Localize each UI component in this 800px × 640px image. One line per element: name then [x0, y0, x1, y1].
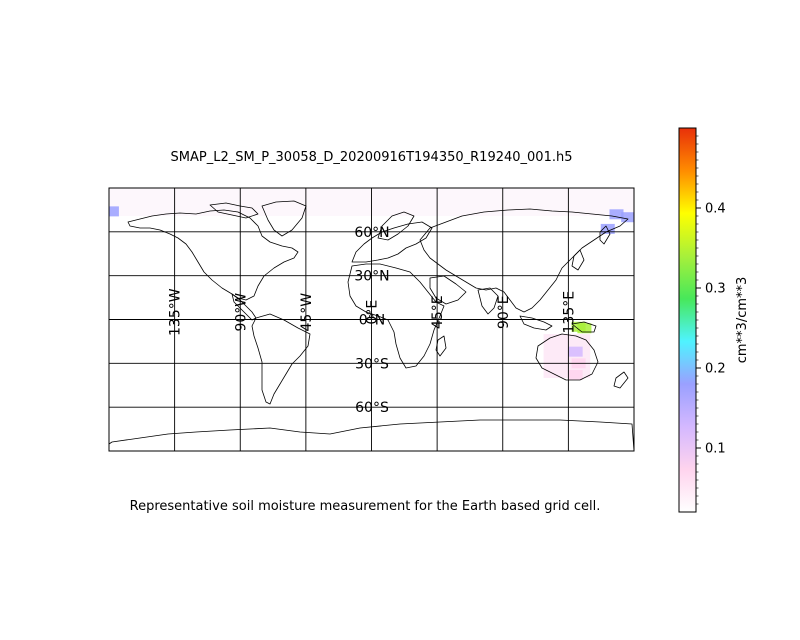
coast-new-guinea	[571, 321, 597, 333]
swath-cell	[577, 323, 592, 334]
coast-japan	[571, 249, 585, 271]
coast-scandinavia	[377, 211, 415, 241]
meridian-label: 0°E	[365, 300, 381, 325]
grid-labels: 135°W 90°W 45°W 0°E 45°E 90°E 135°E 60°N 30°N 0°N…	[168, 225, 578, 416]
colorbar-label: cm**3/cm**3	[735, 277, 750, 364]
colorbar-tick-label: 0.3	[705, 282, 726, 297]
swath-cell	[109, 206, 119, 217]
coast-new-zealand	[613, 371, 629, 389]
coast-greenland	[261, 200, 307, 237]
map-border	[108, 187, 635, 452]
parallel-label: 30°N	[354, 269, 389, 285]
meridian-label: 135°W	[168, 288, 184, 336]
meridian-label: 90°E	[496, 295, 512, 329]
colorbar-fill	[678, 127, 697, 513]
meridian-label: 45°E	[430, 295, 446, 329]
meridian-label: 90°W	[233, 293, 249, 332]
graticule	[109, 188, 634, 451]
coast-north-america	[127, 209, 299, 301]
colorbar: 0.1 0.2 0.3 0.4 cm**3/cm**3	[678, 127, 750, 513]
colorbar-tick-label: 0.1	[705, 442, 726, 457]
colorbar-tick-label: 0.4	[705, 202, 726, 217]
coast-australia	[535, 333, 599, 381]
coast-asia	[419, 208, 629, 313]
parallel-label: 0°N	[359, 313, 385, 329]
swath-cell	[568, 346, 583, 357]
coast-south-america	[251, 313, 311, 405]
coast-arctic-islands	[209, 202, 259, 219]
meridian-label: 135°E	[561, 291, 577, 334]
colorbar-ticks: 0.1 0.2 0.3 0.4	[696, 135, 726, 505]
swath-cell	[609, 209, 624, 220]
swath-cell	[568, 370, 583, 381]
swath-background	[543, 334, 591, 378]
coast-africa	[347, 263, 445, 369]
coast-arabia	[429, 275, 467, 305]
coast-central-america	[231, 293, 257, 321]
meridian-label: 45°W	[299, 293, 315, 332]
colorbar-tick-label: 0.2	[705, 362, 726, 377]
parallel-label: 30°S	[355, 356, 389, 372]
coast-indonesia	[519, 315, 553, 331]
parallel-label: 60°N	[354, 225, 389, 241]
coast-india	[477, 287, 499, 315]
map-title: SMAP_L2_SM_P_30058_D_20200916T194350_R19…	[170, 150, 573, 165]
coast-europe	[351, 221, 433, 263]
map-caption: Representative soil moisture measurement…	[129, 499, 601, 514]
parallel-label: 60°S	[355, 400, 389, 416]
coast-kamchatka	[599, 225, 611, 245]
swath-cell	[621, 212, 634, 223]
coast-madagascar	[435, 335, 447, 357]
